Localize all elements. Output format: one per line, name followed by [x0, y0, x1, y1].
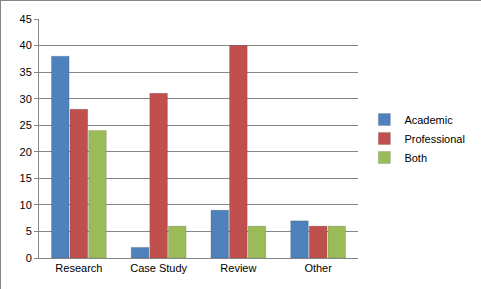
svg-text:Case Study: Case Study — [130, 262, 187, 274]
svg-text:30: 30 — [20, 93, 32, 105]
svg-text:Both: Both — [404, 152, 427, 164]
svg-text:35: 35 — [20, 66, 32, 78]
svg-text:15: 15 — [20, 172, 32, 184]
svg-text:Academic: Academic — [404, 114, 453, 126]
svg-text:45: 45 — [20, 13, 32, 25]
svg-text:Other: Other — [304, 262, 332, 274]
svg-text:10: 10 — [20, 199, 32, 211]
svg-text:0: 0 — [26, 252, 32, 264]
svg-text:Review: Review — [220, 262, 256, 274]
svg-text:Professional: Professional — [404, 133, 465, 145]
svg-text:Research: Research — [55, 262, 102, 274]
svg-text:20: 20 — [20, 146, 32, 158]
svg-text:40: 40 — [20, 39, 32, 51]
svg-text:25: 25 — [20, 119, 32, 131]
svg-text:5: 5 — [26, 225, 32, 237]
